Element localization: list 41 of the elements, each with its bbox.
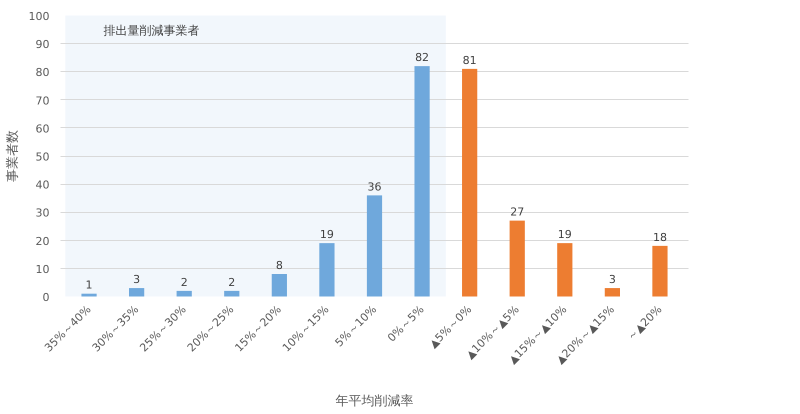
data-label: 2	[180, 276, 188, 289]
data-label: 19	[320, 228, 334, 242]
bar	[129, 288, 144, 296]
y-tick-label: 10	[36, 262, 50, 276]
bar	[652, 246, 668, 296]
x-axis-title: 年平均削減率	[336, 393, 414, 410]
y-tick-label: 70	[36, 94, 50, 108]
bar	[224, 290, 240, 296]
bar	[414, 66, 430, 296]
data-label: 27	[510, 206, 524, 219]
bar	[81, 294, 97, 296]
data-label: 1	[86, 278, 93, 292]
bar	[272, 274, 287, 296]
y-tick-label: 60	[36, 122, 50, 136]
data-label: 36	[368, 180, 382, 194]
y-axis-title: 事業者数	[6, 130, 21, 182]
data-label: 3	[133, 273, 140, 286]
bar	[462, 68, 478, 296]
bar	[604, 288, 620, 296]
data-label: 2	[228, 276, 236, 289]
y-tick-label: 20	[36, 234, 50, 248]
bar	[176, 290, 192, 296]
y-tick-label: 100	[28, 10, 50, 23]
data-label: 81	[462, 54, 477, 67]
y-tick-label: 80	[36, 66, 50, 80]
data-label: 19	[558, 228, 572, 242]
data-label: 18	[652, 230, 667, 244]
bar	[557, 243, 572, 296]
bar	[319, 243, 335, 296]
x-tick-label: 0%～5%	[385, 302, 427, 345]
y-tick-label: 40	[36, 178, 50, 192]
bar	[366, 195, 382, 296]
bar	[510, 220, 525, 296]
data-label: 3	[608, 273, 616, 286]
band-label: 排出量削減事業者	[103, 24, 200, 38]
y-tick-label: 0	[42, 291, 50, 304]
y-tick-label: 90	[36, 38, 50, 52]
data-label: 8	[276, 259, 283, 272]
y-tick-label: 30	[36, 206, 50, 220]
data-label: 82	[415, 51, 430, 64]
y-tick-label: 50	[36, 150, 50, 164]
